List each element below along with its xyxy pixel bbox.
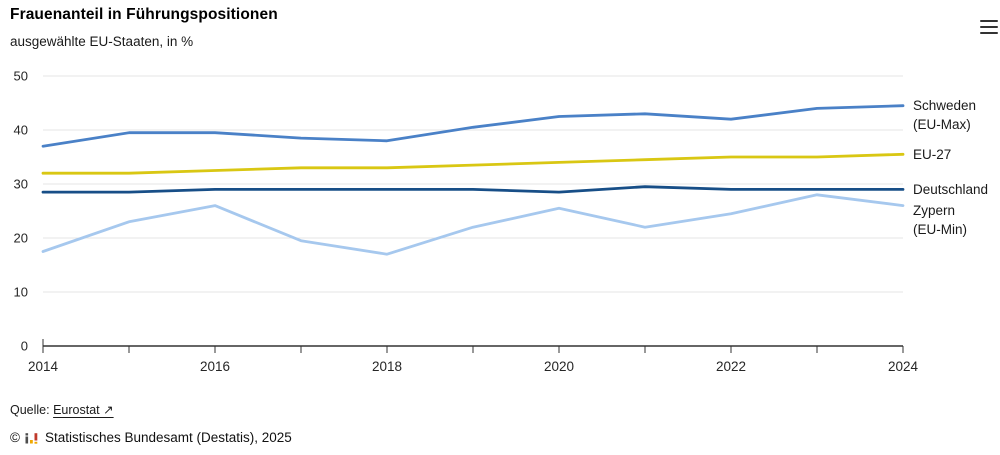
chart-subtitle: ausgewählte EU-Staaten, in %: [10, 34, 194, 49]
copyright-line: © Statistisches Bundesamt (Destatis), 20…: [10, 430, 292, 445]
y-axis-tick-label: 10: [14, 285, 28, 300]
source-label: Quelle:: [10, 403, 50, 417]
copyright-text: Statistisches Bundesamt (Destatis), 2025: [44, 430, 292, 445]
hamburger-bar: [980, 25, 998, 29]
hamburger-bar: [980, 20, 998, 23]
y-axis-tick-label: 50: [14, 69, 28, 84]
eurostat-link[interactable]: Eurostat ↗: [53, 403, 114, 417]
x-axis-tick-label: 2022: [716, 359, 746, 374]
series-label: Schweden: [913, 98, 976, 113]
y-axis-tick-label: 20: [14, 231, 28, 246]
series-label: (EU-Min): [913, 222, 967, 237]
series-label: (EU-Max): [913, 117, 971, 132]
series-label: Zypern: [913, 203, 955, 218]
x-axis-tick-label: 2014: [28, 359, 59, 374]
y-axis-tick-label: 30: [14, 177, 28, 192]
copyright-symbol: ©: [10, 430, 20, 445]
series-label: EU-27: [913, 147, 951, 162]
destatis-logo-icon: [25, 433, 38, 444]
chart-title: Frauenanteil in Führungspositionen: [10, 6, 278, 23]
series-line-zypern-eu-min-[interactable]: [41, 193, 905, 256]
x-axis-tick-label: 2020: [544, 359, 574, 374]
y-axis-tick-label: 0: [21, 339, 28, 354]
series-line-schweden-eu-max-[interactable]: [41, 104, 905, 148]
line-chart: 0 10 20 30 40 50 2014 2016 2018 2020 2022 2024 Schwe…: [14, 69, 989, 375]
series-line-eu-27[interactable]: [41, 152, 905, 175]
x-axis-tick-label: 2024: [888, 359, 919, 374]
x-axis-tick-label: 2016: [200, 359, 230, 374]
series-label: Deutschland: [913, 182, 988, 197]
hamburger-bar: [980, 31, 998, 34]
y-axis-tick-label: 40: [14, 123, 28, 138]
hamburger-menu-icon[interactable]: [980, 20, 998, 34]
source-line: Quelle: Eurostat ↗: [10, 402, 114, 417]
x-axis-tick-label: 2018: [372, 359, 402, 374]
series-line-deutschland[interactable]: [41, 185, 905, 194]
